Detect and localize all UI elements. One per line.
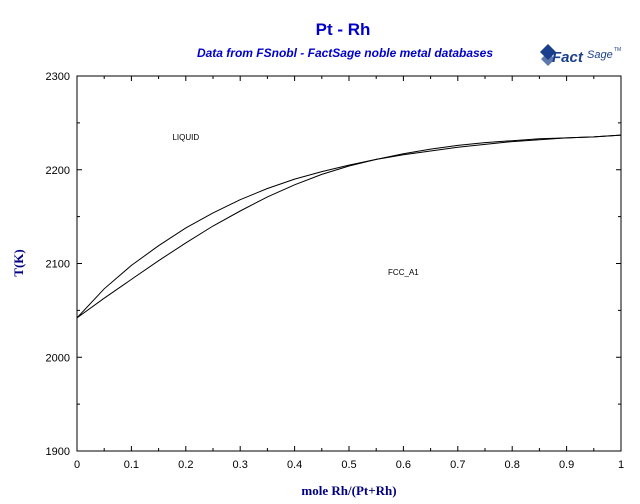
x-tick-label: 0.5 (341, 459, 356, 471)
y-tick-label: 1900 (46, 446, 70, 458)
y-tick-label: 2000 (46, 352, 70, 364)
logo-mark-icon (540, 44, 556, 66)
x-tick-label: 0.8 (505, 459, 520, 471)
x-tick-label: 0.7 (450, 459, 465, 471)
y-axis: 1900 2000 2100 2200 2300 (46, 71, 621, 458)
x-axis: 0 0.1 0.2 0.3 0.4 0.5 0.6 0.7 0.8 0.9 1 (74, 76, 624, 471)
x-axis-title: mole Rh/(Pt+Rh) (301, 483, 396, 498)
y-tick-label: 2100 (46, 259, 70, 271)
series-group (76, 134, 622, 319)
x-tick-label: 0.6 (396, 459, 411, 471)
region-label: FCC_A1 (388, 268, 419, 277)
x-tick-label: 1 (618, 459, 624, 471)
logo-text-tm: TM (614, 47, 621, 53)
x-tick-label: 0.2 (178, 459, 193, 471)
y-axis-title: T(K) (11, 249, 26, 276)
curve-liquidus (76, 134, 622, 319)
logo-text-fact: Fact (552, 49, 584, 66)
logo-text-sage: Sage (587, 49, 613, 61)
x-tick-label: 0.4 (287, 459, 302, 471)
plot-frame (76, 75, 622, 452)
x-tick-label: 0 (74, 459, 80, 471)
y-tick-label: 2200 (46, 165, 70, 177)
x-tick-label: 0.9 (559, 459, 574, 471)
chart-subtitle: Data from FSnobl - FactSage noble metal … (196, 46, 494, 60)
x-tick-label: 0.3 (233, 459, 248, 471)
region-labels: LIQUID FCC_A1 (172, 133, 419, 277)
region-label: LIQUID (172, 133, 199, 142)
x-tick-label: 0.1 (124, 459, 139, 471)
curve-solidus (76, 134, 622, 319)
y-tick-label: 2300 (46, 71, 70, 83)
chart-title: Pt - Rh (315, 20, 371, 39)
factsage-logo-icon: Fact Sage TM (540, 44, 621, 66)
